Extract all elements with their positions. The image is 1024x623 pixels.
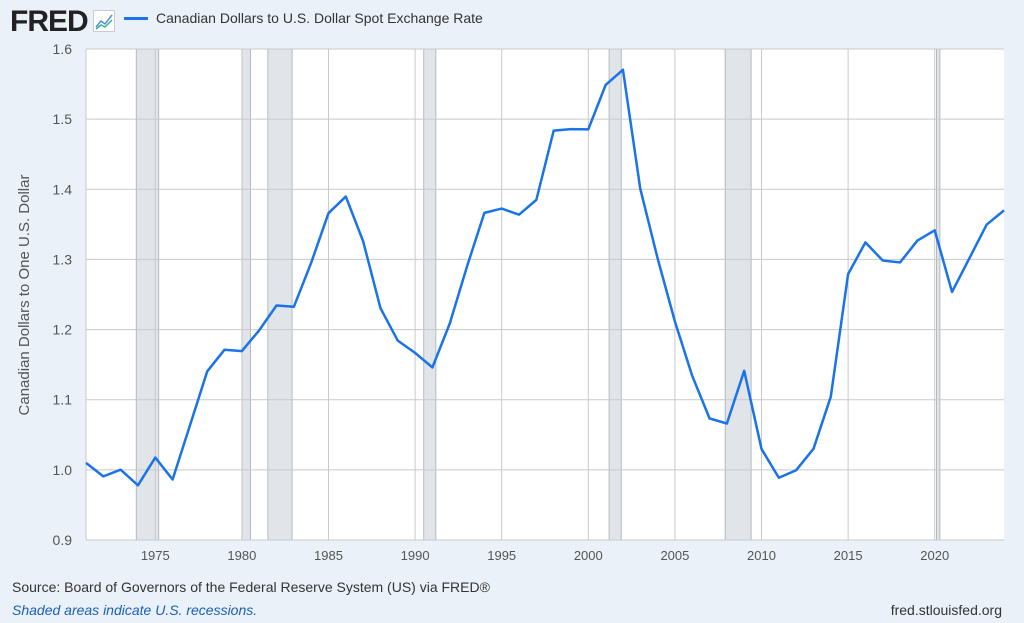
x-tick-label: 1975 <box>141 548 170 563</box>
x-tick-label: 2010 <box>747 548 776 563</box>
recession-band <box>608 48 622 541</box>
recession-note[interactable]: Shaded areas indicate U.S. recessions. <box>12 602 258 618</box>
y-tick-label: 1.6 <box>53 41 73 57</box>
recession-band <box>423 48 437 541</box>
recession-band <box>936 48 941 541</box>
legend-swatch <box>124 16 148 20</box>
y-tick-label: 1.5 <box>53 111 73 127</box>
source-note: Source: Board of Governors of the Federa… <box>12 579 490 595</box>
recession-band <box>267 48 293 541</box>
plot-area <box>86 49 1004 540</box>
x-tick-label: 1995 <box>487 548 516 563</box>
fred-logo[interactable]: FRED <box>10 5 89 38</box>
y-tick-label: 1.2 <box>53 322 73 338</box>
legend-label: Canadian Dollars to U.S. Dollar Spot Exc… <box>156 10 483 26</box>
y-tick-label: 1.4 <box>53 181 73 197</box>
recession-band <box>724 48 752 541</box>
y-tick-label: 0.9 <box>53 532 73 548</box>
y-tick-label: 1.1 <box>53 392 73 408</box>
series-line <box>85 68 1005 487</box>
fred-url[interactable]: fred.stlouisfed.org <box>890 602 1002 618</box>
x-tick-label: 1980 <box>227 548 256 563</box>
x-tick-label: 1990 <box>401 548 430 563</box>
recession-band <box>241 48 251 541</box>
y-tick-label: 1.3 <box>53 251 73 267</box>
x-tick-label: 2000 <box>574 548 603 563</box>
x-tick-label: 2015 <box>834 548 863 563</box>
chart-line-icon <box>93 10 115 32</box>
x-tick-label: 2020 <box>920 548 949 563</box>
y-axis-label: Canadian Dollars to One U.S. Dollar <box>16 175 33 416</box>
y-tick-label: 1.0 <box>53 462 73 478</box>
x-tick-label: 1985 <box>314 548 343 563</box>
x-tick-label: 2005 <box>660 548 689 563</box>
legend: Canadian Dollars to U.S. Dollar Spot Exc… <box>124 10 483 26</box>
